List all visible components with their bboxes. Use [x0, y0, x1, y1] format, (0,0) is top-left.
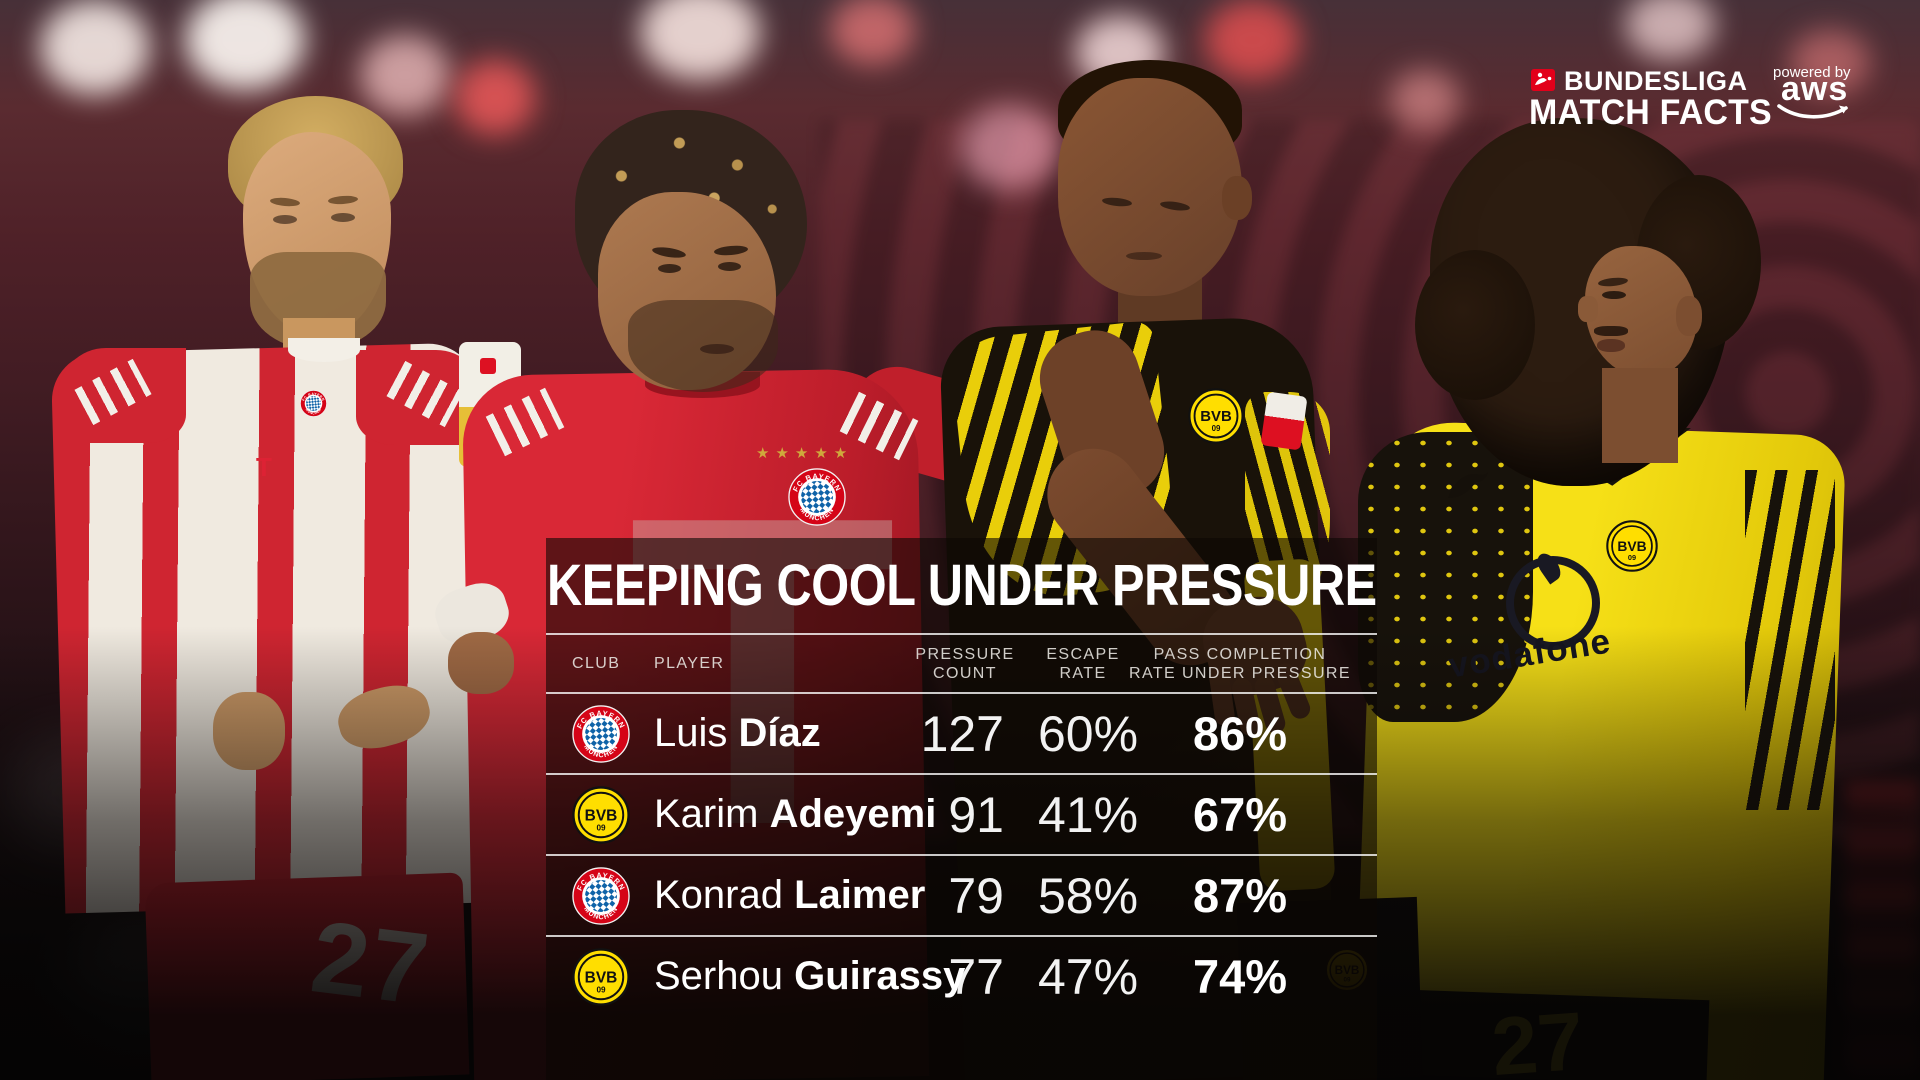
pressure-count-value: 79 — [948, 867, 1004, 924]
player-name: Luis Díaz — [654, 711, 892, 756]
player-name: Konrad Laimer — [654, 873, 925, 918]
match-facts-wordmark: MATCH FACTS — [1529, 93, 1772, 132]
column-header-player: PLAYER — [654, 655, 725, 672]
pressure-count-value: 127 — [920, 705, 1004, 762]
table-header-row: CLUB PLAYER PRESSURE COUNT ESCAPE RATE P… — [546, 633, 1377, 694]
header-line: ESCAPE — [1046, 645, 1120, 663]
column-header-club: CLUB — [572, 655, 621, 672]
bvb-crest-icon — [572, 948, 630, 1006]
panel-title-band: KEEPING COOL UNDER PRESSURE — [546, 538, 1377, 633]
player-first-name: Serhou — [654, 954, 783, 998]
aws-logo-text: aws — [1781, 70, 1849, 108]
player-first-name: Karim — [654, 792, 759, 836]
header-line: RATE UNDER PRESSURE — [1129, 664, 1351, 682]
stats-panel: KEEPING COOL UNDER PRESSURE CLUB PLAYER … — [546, 538, 1377, 1080]
player-first-name: Luis — [654, 711, 728, 755]
player-name: Serhou Guirassy — [654, 954, 965, 999]
bundesliga-wordmark: BUNDESLIGA — [1564, 66, 1748, 96]
escape-rate-value: 58% — [1038, 867, 1139, 924]
pass-completion-value: 74% — [1192, 950, 1288, 1003]
player-last-name: Laimer — [794, 873, 926, 917]
club-cell — [572, 867, 654, 925]
header-line: RATE — [1059, 664, 1107, 682]
pass-completion-value: 87% — [1192, 869, 1288, 922]
column-header-escape-rate: ESCAPE RATE — [1038, 645, 1128, 683]
table-row: Karim Adeyemi 91 41% 67% — [546, 775, 1377, 856]
pressure-count-value: 91 — [948, 786, 1004, 843]
pressure-count-value: 77 — [948, 948, 1004, 1005]
table-row: Konrad Laimer 79 58% 87% — [546, 856, 1377, 937]
aws-smile-icon — [1777, 104, 1848, 119]
escape-rate-value: 47% — [1038, 948, 1139, 1005]
pass-completion-value: 67% — [1192, 788, 1288, 841]
pass-completion-value: 86% — [1192, 707, 1288, 760]
column-header-pass-completion: PASS COMPLETION RATE UNDER PRESSURE — [1128, 645, 1352, 683]
column-header-pressure-count: PRESSURE COUNT — [892, 645, 1038, 683]
bayern-crest-icon — [572, 705, 630, 763]
player-first-name: Konrad — [654, 873, 783, 917]
bvb-crest-icon — [572, 786, 630, 844]
table-row: Luis Díaz 127 60% 86% — [546, 694, 1377, 775]
club-cell — [572, 705, 654, 763]
header-line: PRESSURE — [915, 645, 1015, 663]
player-last-name: Díaz — [738, 711, 821, 755]
player-last-name: Guirassy — [794, 954, 966, 998]
powered-by-label: powered by — [1773, 64, 1851, 81]
club-cell — [572, 786, 654, 844]
club-cell — [572, 948, 654, 1006]
bayern-crest-icon — [572, 867, 630, 925]
header-line: PASS COMPLETION — [1153, 645, 1327, 663]
bundesliga-logo-icon — [1531, 69, 1555, 91]
player-name: Karim Adeyemi — [654, 792, 936, 837]
page-title: KEEPING COOL UNDER PRESSURE — [546, 553, 1377, 618]
escape-rate-value: 41% — [1038, 786, 1139, 843]
escape-rate-value: 60% — [1038, 705, 1139, 762]
player-last-name: Adeyemi — [769, 792, 937, 836]
table-row: Serhou Guirassy 77 47% 74% — [546, 937, 1377, 1016]
header-line: COUNT — [933, 664, 997, 682]
